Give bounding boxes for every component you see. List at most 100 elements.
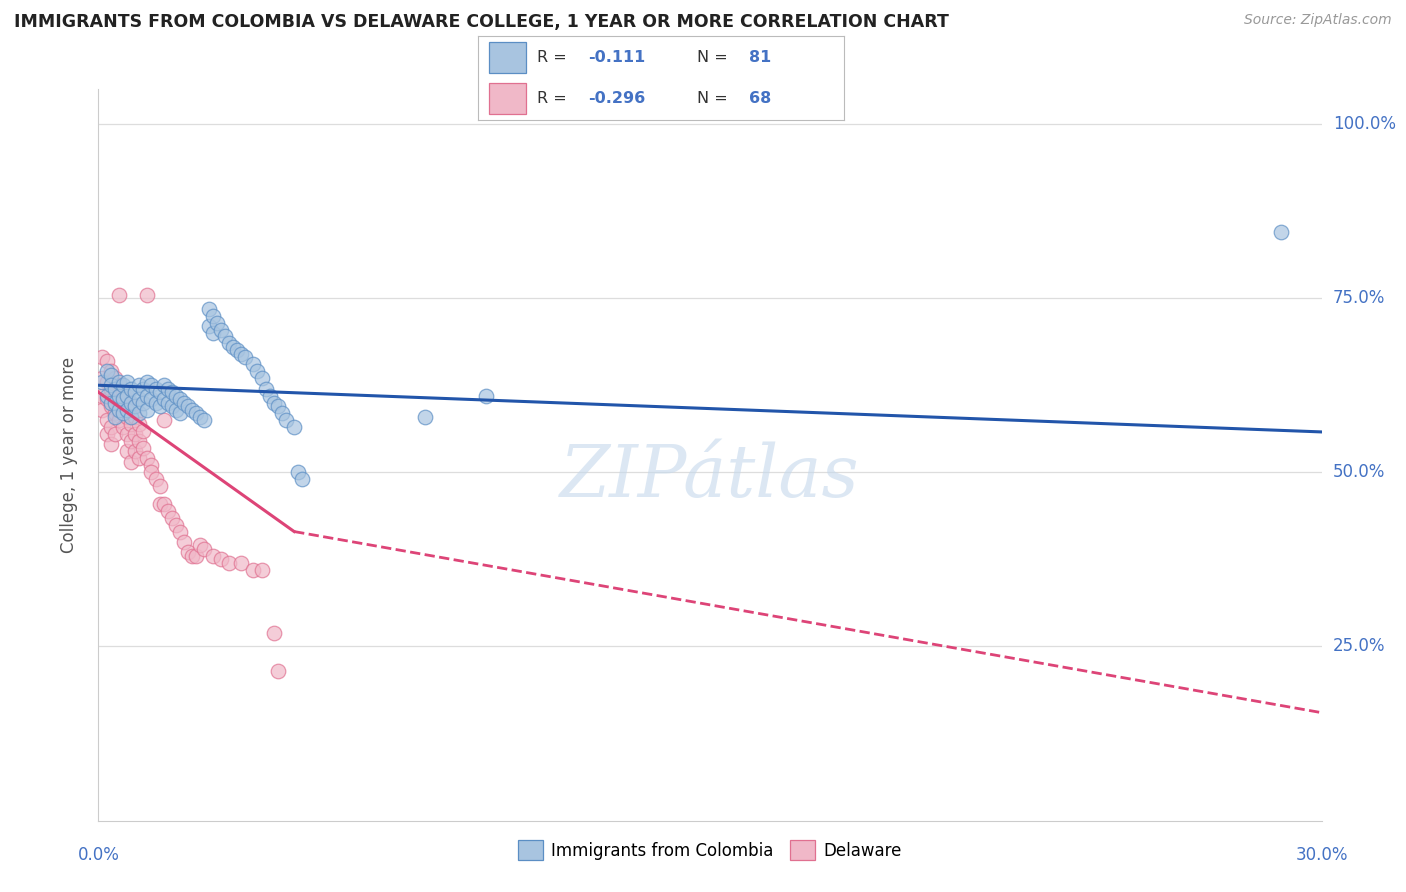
Point xyxy=(100,364,122,378)
Point xyxy=(104,409,127,424)
Text: 30.0%: 30.0% xyxy=(1295,846,1348,863)
Point xyxy=(111,385,134,400)
Text: Source: ZipAtlas.com: Source: ZipAtlas.com xyxy=(1244,13,1392,28)
Point xyxy=(149,399,172,413)
Point xyxy=(177,545,200,559)
Point xyxy=(91,389,114,403)
Point xyxy=(169,392,191,407)
Point xyxy=(186,406,208,420)
Point xyxy=(108,402,131,417)
Point xyxy=(128,392,150,407)
Point xyxy=(270,406,294,420)
Point xyxy=(173,535,195,549)
Point xyxy=(120,399,142,413)
Point xyxy=(120,417,142,431)
Point xyxy=(100,420,122,434)
Point xyxy=(108,375,131,389)
Point xyxy=(201,326,224,340)
Point xyxy=(120,409,142,424)
Text: -0.111: -0.111 xyxy=(588,50,645,65)
Text: -0.296: -0.296 xyxy=(588,91,645,106)
Point xyxy=(193,413,215,427)
Point xyxy=(173,395,195,409)
Legend: Immigrants from Colombia, Delaware: Immigrants from Colombia, Delaware xyxy=(512,833,908,867)
Point xyxy=(156,503,179,517)
Point xyxy=(156,382,179,396)
Point xyxy=(104,427,127,442)
Point xyxy=(197,301,219,316)
Point xyxy=(1270,225,1292,239)
Point xyxy=(222,340,245,354)
Point xyxy=(100,399,122,413)
Point xyxy=(136,451,159,466)
Point xyxy=(201,309,224,323)
Point xyxy=(231,556,253,570)
Point xyxy=(181,549,204,563)
Point xyxy=(132,441,155,455)
Text: N =: N = xyxy=(697,91,734,106)
Point xyxy=(115,392,138,407)
Point xyxy=(246,364,269,378)
Text: 100.0%: 100.0% xyxy=(1333,115,1396,133)
Point xyxy=(96,427,118,442)
Point xyxy=(141,466,163,480)
Point xyxy=(283,420,305,434)
Point xyxy=(141,378,163,392)
Text: 0.0%: 0.0% xyxy=(77,846,120,863)
Point xyxy=(141,392,163,407)
Point xyxy=(136,287,159,301)
Point xyxy=(108,287,131,301)
Point xyxy=(188,539,212,553)
Text: R =: R = xyxy=(537,91,571,106)
Point xyxy=(152,392,174,407)
Bar xyxy=(489,83,526,113)
Point xyxy=(209,322,232,336)
Point xyxy=(250,563,273,577)
Point xyxy=(250,371,273,385)
Point xyxy=(115,444,138,458)
Point xyxy=(124,444,146,458)
Point xyxy=(104,389,127,403)
Point xyxy=(128,378,150,392)
Point xyxy=(128,406,150,420)
Point xyxy=(120,382,142,396)
Point xyxy=(156,395,179,409)
Point xyxy=(120,434,142,448)
Point xyxy=(209,552,232,566)
Point xyxy=(149,479,172,493)
Point xyxy=(165,517,187,532)
Point xyxy=(188,409,212,424)
Text: 25.0%: 25.0% xyxy=(1333,638,1385,656)
Y-axis label: College, 1 year or more: College, 1 year or more xyxy=(59,357,77,553)
Text: 50.0%: 50.0% xyxy=(1333,463,1385,482)
Point xyxy=(124,399,146,413)
Point xyxy=(111,378,134,392)
Point xyxy=(120,395,142,409)
Point xyxy=(100,382,122,396)
Point xyxy=(291,472,314,486)
Point xyxy=(149,385,172,400)
Point xyxy=(115,409,138,424)
Point xyxy=(104,371,127,385)
Point xyxy=(104,406,127,420)
Point xyxy=(115,389,138,403)
Point xyxy=(108,413,131,427)
Point xyxy=(115,375,138,389)
Point xyxy=(152,413,174,427)
Point xyxy=(115,427,138,442)
Point xyxy=(108,389,131,403)
Point xyxy=(128,434,150,448)
Point xyxy=(104,382,127,396)
Point xyxy=(124,385,146,400)
Bar xyxy=(489,43,526,73)
Point xyxy=(177,399,200,413)
Point xyxy=(214,329,236,343)
Point xyxy=(132,382,155,396)
Text: ZIPátlas: ZIPátlas xyxy=(560,442,860,512)
Point xyxy=(91,402,114,417)
Point xyxy=(274,413,297,427)
Point xyxy=(267,664,290,678)
Point xyxy=(165,389,187,403)
Point xyxy=(111,406,134,420)
Point xyxy=(115,402,138,417)
